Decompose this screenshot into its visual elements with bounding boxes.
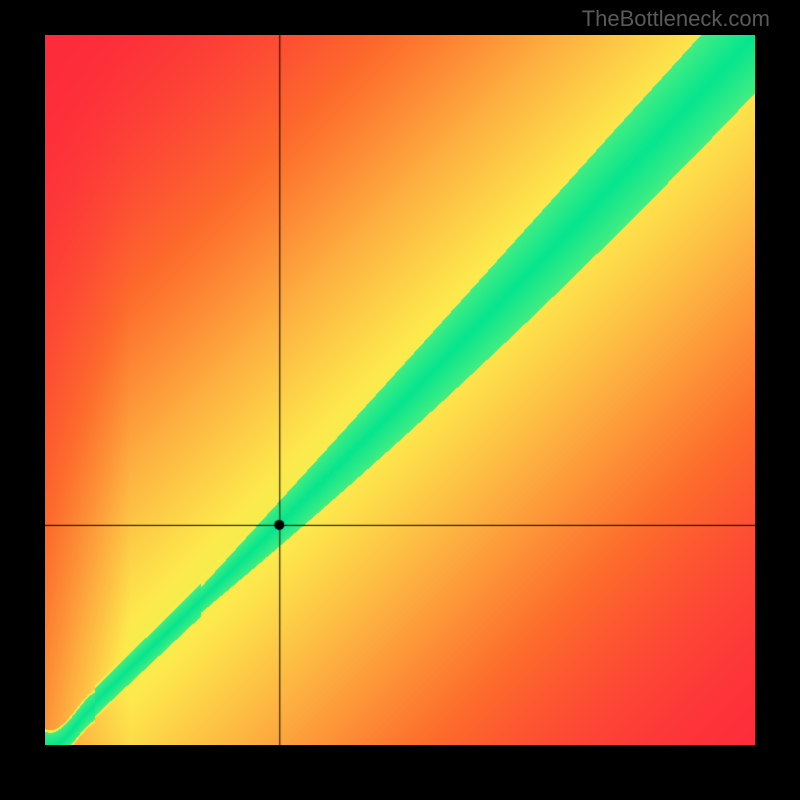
heatmap-canvas: [45, 35, 755, 745]
watermark-text: TheBottleneck.com: [582, 6, 770, 32]
heatmap-plot: [45, 35, 755, 745]
